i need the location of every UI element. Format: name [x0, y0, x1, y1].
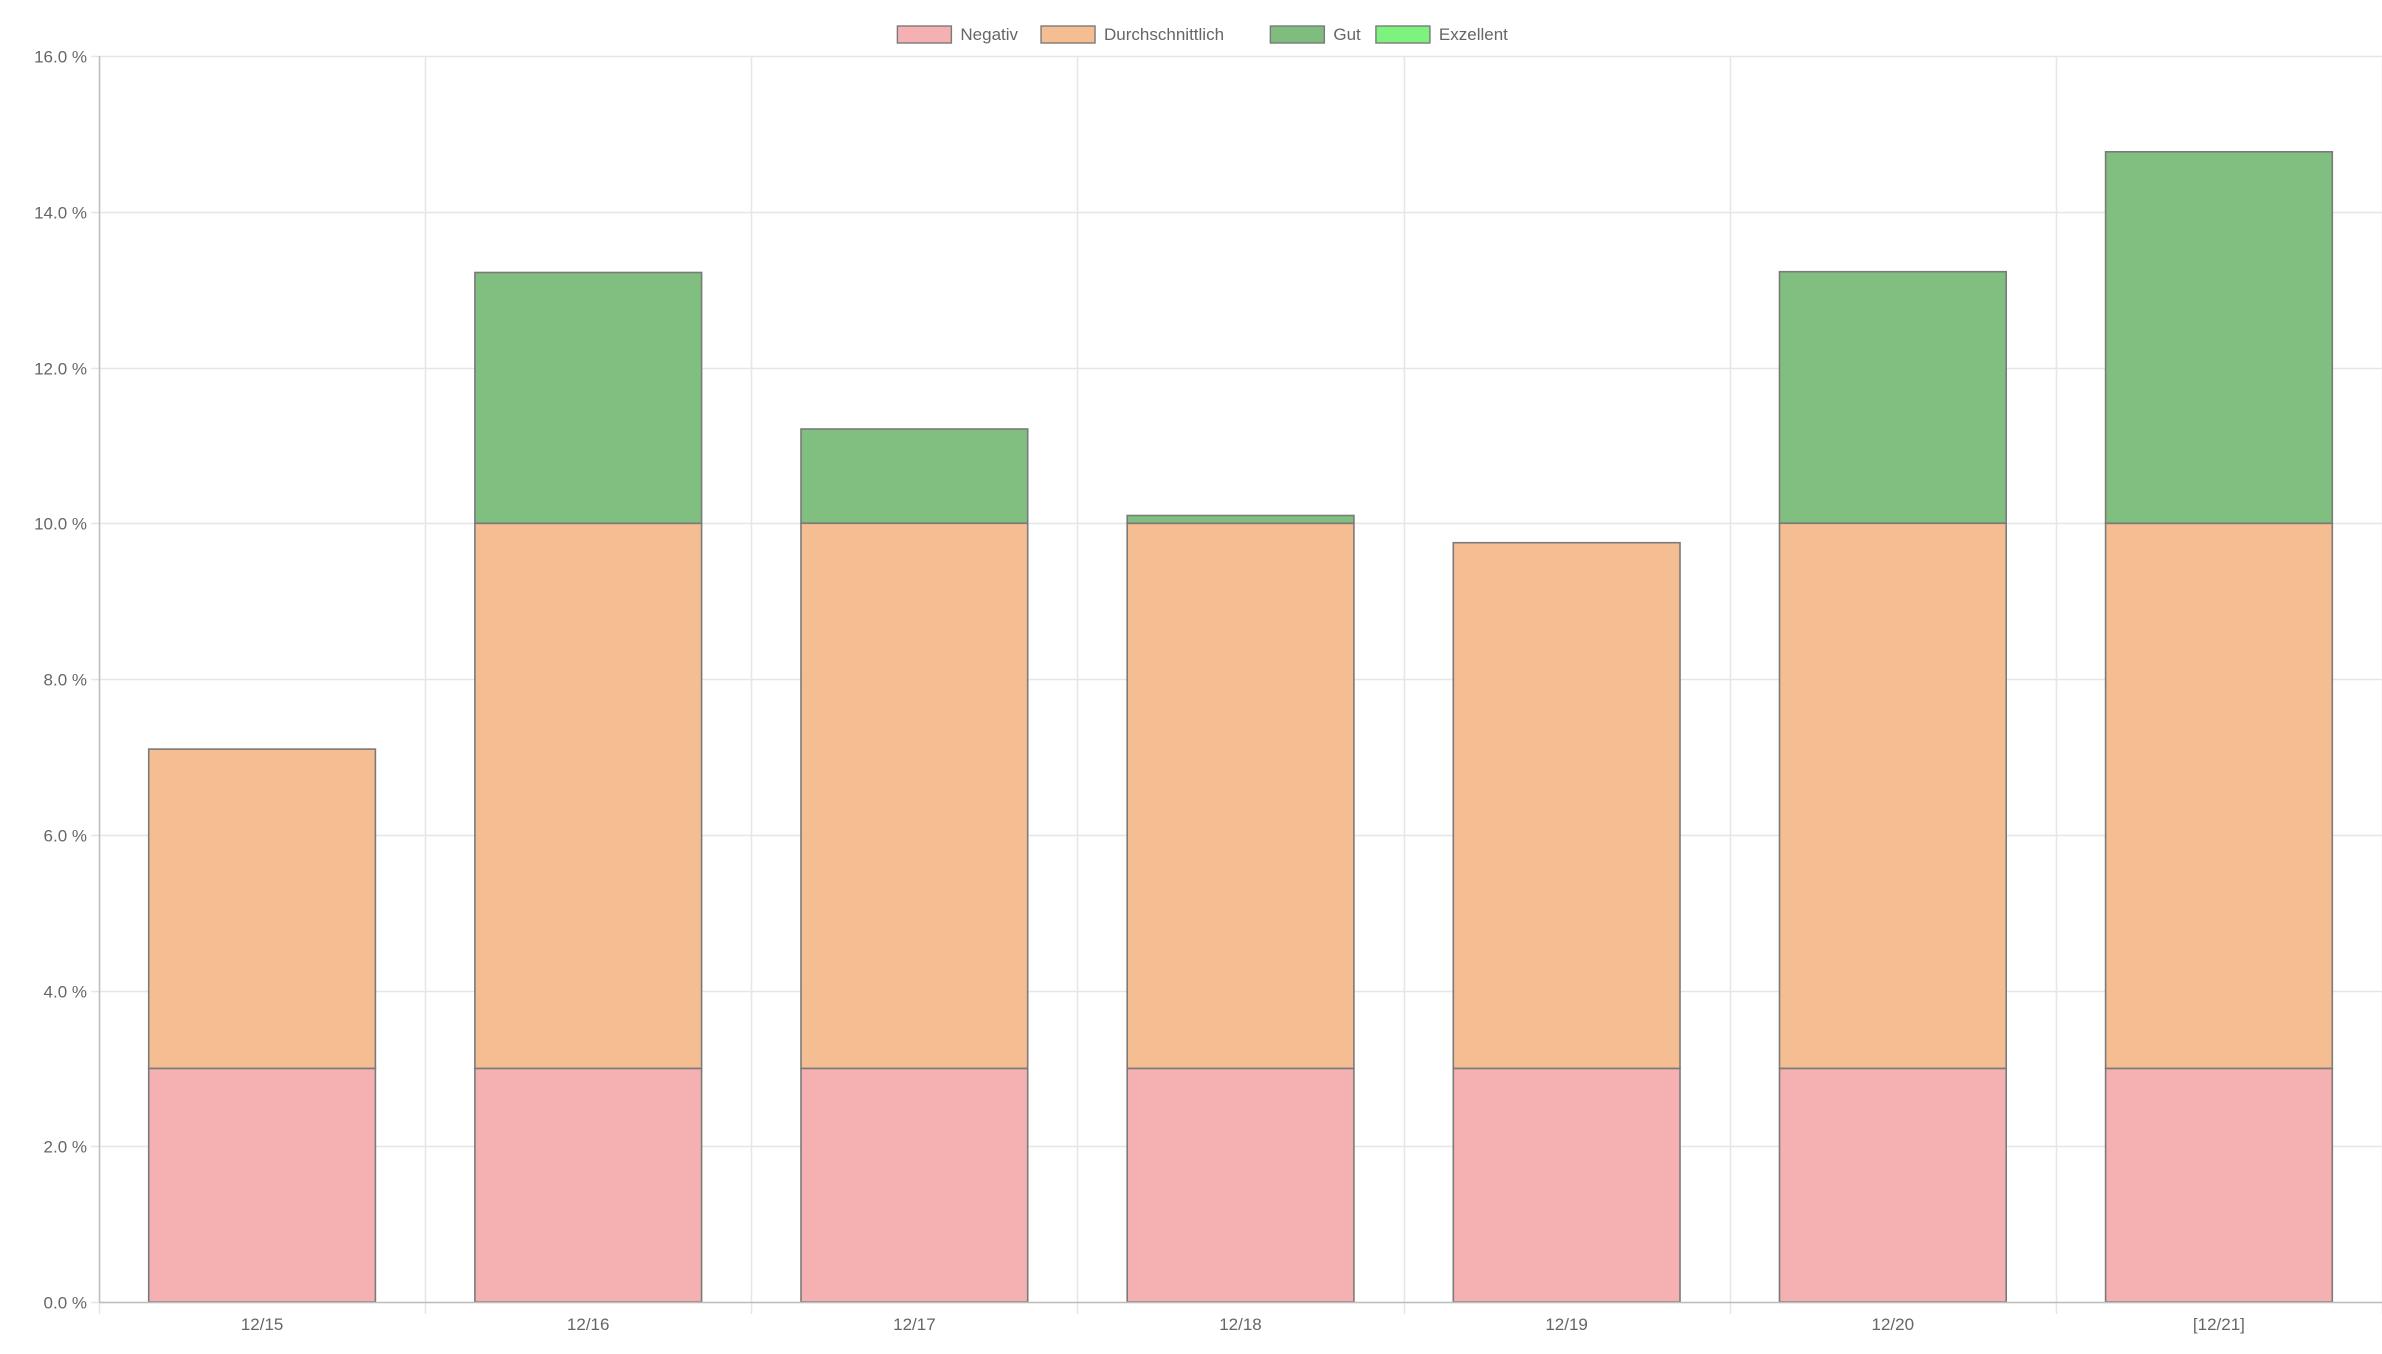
x-tick-label: 12/19: [1545, 1315, 1588, 1334]
bar-segment-durchschnittlich[interactable]: [1778, 522, 2007, 1070]
y-tick-label: 10.0 %: [34, 515, 87, 534]
bar-segment-negativ[interactable]: [147, 1067, 377, 1303]
legend-swatch: [1375, 25, 1431, 44]
bar-segment-durchschnittlich[interactable]: [2104, 522, 2334, 1070]
legend-item-gut[interactable]: Gut: [1269, 25, 1361, 44]
bar-segment-gut[interactable]: [1778, 270, 2007, 525]
x-tick-label: 12/20: [1872, 1315, 1915, 1334]
legend-item-exzellent[interactable]: Exzellent: [1375, 25, 1508, 44]
y-tick-label: 0.0 %: [44, 1294, 87, 1313]
x-tick-label: 12/18: [1219, 1315, 1262, 1334]
legend[interactable]: Negativ Durchschnittlich Gut Exzellent: [896, 25, 1508, 44]
y-tick-label: 12.0 %: [34, 360, 87, 379]
legend-label: Durchschnittlich: [1104, 25, 1224, 44]
bar-segment-durchschnittlich[interactable]: [800, 522, 1029, 1070]
legend-label: Negativ: [960, 25, 1018, 44]
x-tick-label: 12/16: [567, 1315, 610, 1334]
legend-item-durchschnittlich[interactable]: Durchschnittlich: [1040, 25, 1224, 44]
bar-segment-durchschnittlich[interactable]: [1126, 522, 1355, 1070]
legend-label: Exzellent: [1439, 25, 1508, 44]
bar-segment-durchschnittlich[interactable]: [147, 748, 377, 1070]
y-tick-label: 14.0 %: [34, 204, 87, 223]
legend-item-negativ[interactable]: Negativ: [896, 25, 1019, 44]
x-tick-label: [12/21]: [2193, 1315, 2245, 1334]
bar-segment-negativ[interactable]: [1126, 1067, 1355, 1303]
x-tick-label: 12/15: [241, 1315, 284, 1334]
x-axis-tick-labels: 12/15 12/16 12/17 12/18 12/19 12/20 [12/21]: [241, 1315, 2245, 1334]
y-tick-label: 16.0 %: [34, 48, 87, 67]
y-axis-tick-labels: 0.0 % 2.0 % 4.0 % 6.0 % 8.0 % 10.0 % 12.0 % 14.…: [34, 48, 87, 1313]
bar-segment-durchschnittlich[interactable]: [474, 522, 703, 1070]
legend-swatch: [1040, 25, 1096, 44]
y-tick-label: 8.0 %: [44, 671, 87, 690]
x-tick-label: 12/17: [893, 1315, 936, 1334]
bar-segment-negativ[interactable]: [2104, 1067, 2334, 1303]
bar-segment-durchschnittlich[interactable]: [1452, 541, 1681, 1070]
bar-segment-gut[interactable]: [1126, 514, 1355, 525]
legend-swatch: [896, 25, 953, 44]
bar-segment-negativ[interactable]: [474, 1067, 703, 1303]
bar-segment-negativ[interactable]: [800, 1067, 1029, 1303]
y-tick-label: 2.0 %: [44, 1138, 87, 1157]
axes: [98, 56, 2382, 1304]
legend-swatch: [1269, 25, 1326, 44]
bar-segment-negativ[interactable]: [1778, 1067, 2007, 1303]
y-tick-label: 6.0 %: [44, 827, 87, 846]
y-tick-label: 4.0 %: [44, 983, 87, 1002]
bar-segment-gut[interactable]: [800, 428, 1029, 524]
bar-segment-negativ[interactable]: [1452, 1067, 1681, 1303]
bars: [147, 151, 2334, 1303]
legend-label: Gut: [1333, 25, 1361, 44]
bar-segment-gut[interactable]: [474, 271, 703, 525]
bar-segment-gut[interactable]: [2104, 151, 2334, 525]
